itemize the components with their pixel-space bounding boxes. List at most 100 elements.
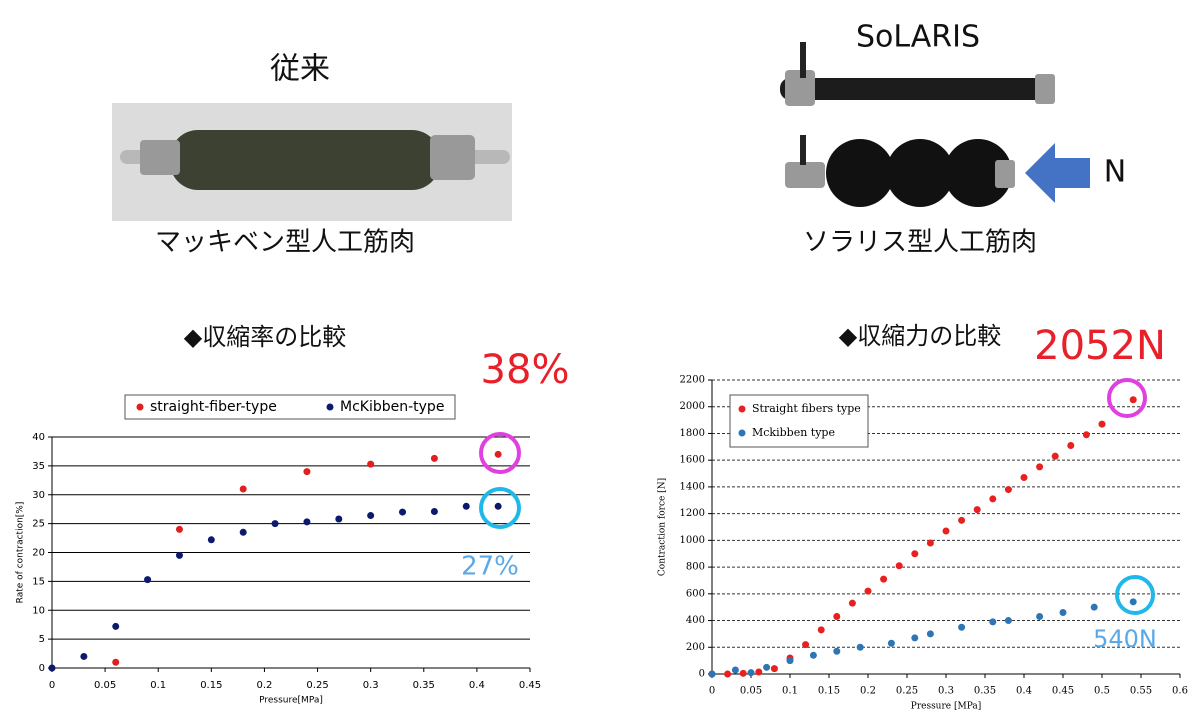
y-tick-label: 20 [32, 548, 45, 559]
data-point [833, 613, 841, 621]
data-point [739, 669, 747, 677]
data-point [430, 454, 438, 462]
data-point [239, 485, 247, 493]
solaris-photo [780, 42, 1090, 207]
y-axis-label: Rate of contraction[%] [16, 502, 26, 604]
y-tick-label: 1200 [680, 508, 705, 519]
data-point [731, 666, 739, 674]
x-tick-label: 0.3 [363, 680, 379, 691]
data-point [144, 576, 152, 584]
x-tick-label: 0.5 [1094, 686, 1110, 697]
x-tick-label: 0.1 [782, 686, 798, 697]
data-point [887, 639, 895, 647]
data-point [755, 668, 763, 676]
y-tick-label: 600 [686, 588, 705, 599]
data-point [1098, 420, 1106, 428]
data-point [958, 623, 966, 631]
data-point [1129, 598, 1137, 606]
highlight-circle [1107, 378, 1147, 418]
data-point [989, 618, 997, 626]
data-point [926, 630, 934, 638]
data-point [989, 495, 997, 503]
data-point [895, 562, 903, 570]
x-axis-label: Pressure [MPa] [911, 702, 981, 712]
data-point [770, 665, 778, 673]
left-heading: 従来 [270, 52, 330, 87]
y-tick-label: 0 [699, 669, 705, 680]
y-tick-label: 2000 [680, 401, 705, 412]
data-point [1004, 486, 1012, 494]
data-point [1051, 452, 1059, 460]
data-point [1004, 617, 1012, 625]
y-tick-label: 1800 [680, 428, 705, 439]
y-tick-label: 1600 [680, 455, 705, 466]
data-point [747, 669, 755, 677]
y-tick-label: 10 [32, 605, 45, 616]
x-axis-label: Pressure[MPa] [259, 696, 323, 706]
legend-marker [136, 403, 144, 411]
data-point [973, 506, 981, 514]
data-point [856, 643, 864, 651]
data-point [833, 647, 841, 655]
data-point [303, 468, 311, 476]
data-point [207, 536, 215, 544]
y-tick-label: 1400 [680, 481, 705, 492]
data-point [48, 664, 56, 672]
x-tick-label: 0.25 [896, 686, 918, 697]
data-point [911, 634, 919, 642]
highlight-circle [479, 432, 521, 474]
data-point [1090, 603, 1098, 611]
legend-box [124, 394, 456, 420]
y-tick-label: 15 [32, 576, 45, 587]
force-label: N [1104, 155, 1126, 190]
chart-title: ◆収縮率の比較 [184, 323, 346, 351]
y-tick-label: 1000 [680, 535, 705, 546]
legend-label: Straight fibers type [752, 402, 861, 415]
data-point [786, 657, 794, 665]
x-tick-label: 0.25 [306, 680, 328, 691]
data-point [80, 652, 88, 660]
highlight-circle [1115, 575, 1155, 615]
y-tick-label: 800 [686, 562, 705, 573]
data-point [1036, 613, 1044, 621]
data-point [708, 670, 716, 678]
data-point [335, 515, 343, 523]
x-tick-label: 0.35 [974, 686, 996, 697]
legend-marker [738, 429, 746, 437]
legend-box [729, 394, 869, 448]
x-tick-label: 0.4 [469, 680, 485, 691]
x-tick-label: 0.2 [256, 680, 272, 691]
y-tick-label: 40 [32, 432, 45, 443]
annotation: 540N [1093, 625, 1157, 653]
data-point [430, 507, 438, 515]
data-point [1036, 463, 1044, 471]
legend-label: straight-fiber-type [150, 399, 277, 415]
x-tick-label: 0.1 [150, 680, 166, 691]
data-point [175, 551, 183, 559]
legend-label: McKibben-type [340, 399, 444, 415]
data-point [1067, 441, 1075, 449]
x-tick-label: 0.35 [413, 680, 435, 691]
x-tick-label: 0.15 [200, 680, 222, 691]
annotation: 2052N [1034, 323, 1166, 369]
data-point [239, 528, 247, 536]
legend-label: Mckibben type [752, 426, 835, 439]
data-point [271, 520, 279, 528]
data-point [817, 626, 825, 634]
data-point [494, 502, 502, 510]
data-point [864, 587, 872, 595]
y-tick-label: 35 [32, 461, 45, 472]
x-tick-label: 0 [709, 686, 715, 697]
data-point [958, 516, 966, 524]
x-tick-label: 0.4 [1016, 686, 1032, 697]
mckibben-photo [112, 103, 512, 221]
data-point [911, 550, 919, 558]
x-tick-label: 0.55 [1130, 686, 1152, 697]
data-point [367, 512, 375, 520]
y-tick-label: 0 [39, 663, 45, 674]
y-tick-label: 30 [32, 490, 45, 501]
data-point [942, 527, 950, 535]
data-point [848, 599, 856, 607]
